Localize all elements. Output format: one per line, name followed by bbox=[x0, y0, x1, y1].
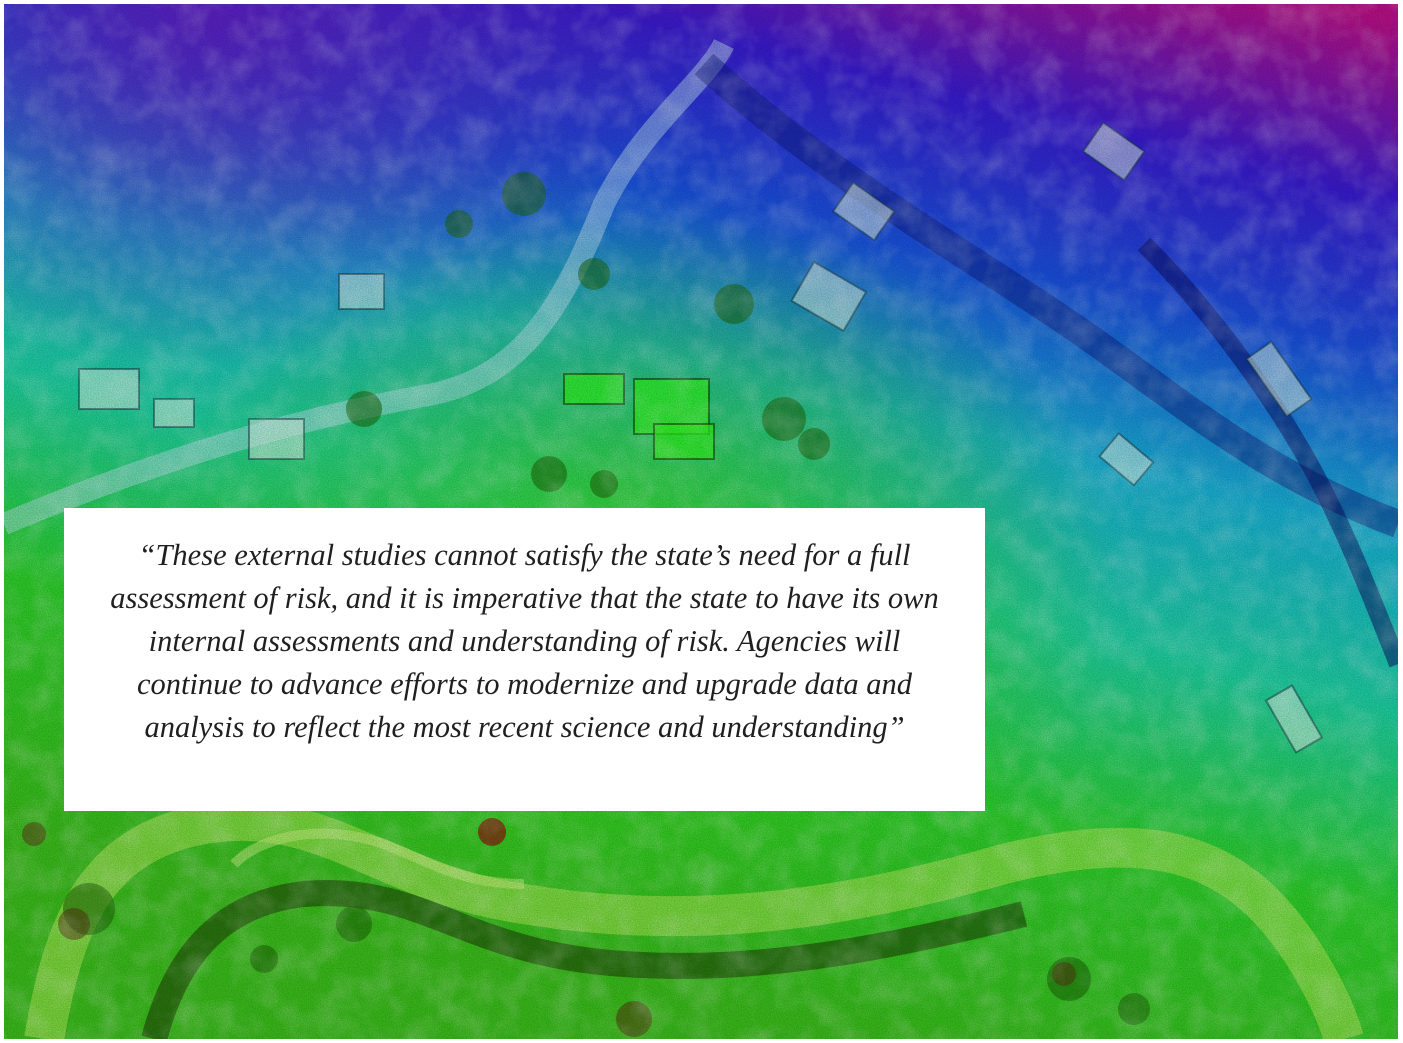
quote-text: “These external studies cannot satisfy t… bbox=[110, 538, 939, 744]
quote-card: “These external studies cannot satisfy t… bbox=[64, 508, 985, 811]
